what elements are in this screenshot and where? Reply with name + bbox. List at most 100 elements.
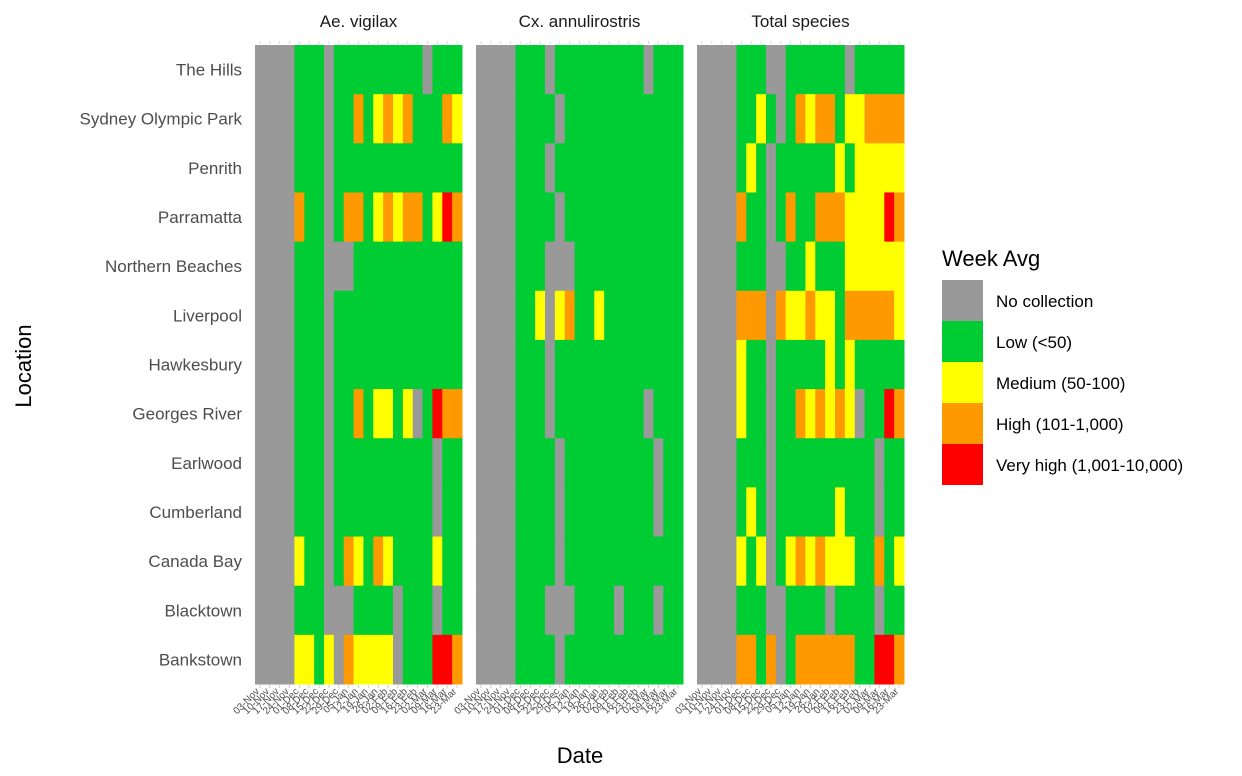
heatmap-cell	[775, 339, 787, 390]
heatmap-cell	[746, 389, 757, 439]
heatmap-cell	[854, 536, 866, 587]
heatmap-cell	[304, 487, 315, 538]
heatmap-cell	[756, 241, 767, 292]
heatmap-cell	[874, 438, 885, 488]
heatmap-cell	[604, 339, 615, 390]
heatmap-cell	[614, 634, 625, 685]
heatmap-cell	[716, 192, 728, 243]
heatmap-cell	[623, 143, 635, 193]
heatmap-cell	[756, 389, 767, 439]
heatmap-cell	[766, 94, 777, 144]
heatmap-cell	[623, 438, 635, 488]
x-axis-title: Date	[557, 743, 603, 768]
heatmap-cell	[412, 241, 424, 292]
heatmap-cell	[363, 290, 374, 341]
heatmap-cell	[663, 536, 674, 587]
heatmap-cell	[476, 45, 487, 95]
heatmap-cell	[894, 487, 905, 538]
heatmap-cell	[304, 290, 315, 341]
heatmap-cell	[584, 536, 595, 587]
heatmap-cell	[314, 536, 325, 587]
heatmap-cell	[726, 487, 737, 538]
heatmap-cell	[785, 45, 797, 95]
heatmap-cell	[343, 290, 355, 341]
heatmap-cell	[363, 438, 374, 488]
heatmap-cell	[835, 634, 846, 685]
heatmap-cell	[775, 45, 787, 95]
heatmap-cell	[864, 45, 875, 95]
heatmap-cell	[653, 339, 664, 390]
heatmap-cell	[795, 389, 806, 439]
heatmap-cell	[393, 634, 404, 685]
heatmap-cell	[505, 438, 516, 488]
heatmap-cell	[383, 45, 394, 95]
heatmap-cell	[545, 634, 556, 685]
heatmap-cell	[485, 438, 497, 488]
heatmap-cell	[726, 389, 737, 439]
heatmap-cell	[535, 585, 546, 636]
heatmap-cell	[844, 585, 856, 636]
heatmap-cell	[564, 241, 576, 292]
heatmap-cell	[673, 438, 684, 488]
heatmap-cell	[614, 290, 625, 341]
heatmap-cell	[815, 487, 826, 538]
heatmap-cell	[746, 487, 757, 538]
heatmap-cell	[333, 290, 345, 341]
heatmap-cell	[264, 290, 276, 341]
heatmap-cell	[564, 45, 576, 95]
heatmap-cell	[353, 389, 364, 439]
heatmap-cell	[766, 143, 777, 193]
heatmap-cell	[614, 585, 625, 636]
heatmap-cell	[294, 487, 305, 538]
heatmap-cell	[255, 45, 266, 95]
heatmap-cell	[304, 45, 315, 95]
heatmap-cell	[726, 241, 737, 292]
heatmap-cell	[343, 143, 355, 193]
heatmap-cell	[884, 389, 895, 439]
heatmap-cell	[412, 94, 424, 144]
heatmap-cell	[515, 389, 526, 439]
heatmap-cell	[574, 45, 585, 95]
heatmap-cell	[874, 536, 885, 587]
heatmap-cell	[854, 339, 866, 390]
heatmap-cell	[485, 241, 497, 292]
heatmap-cell	[775, 536, 787, 587]
heatmap-cell	[393, 389, 404, 439]
heatmap-cell	[643, 192, 654, 243]
heatmap-cell	[584, 45, 595, 95]
heatmap-cell	[736, 585, 747, 636]
heatmap-cell	[353, 94, 364, 144]
heatmap-cell	[304, 241, 315, 292]
heatmap-cell	[564, 389, 576, 439]
heatmap-cell	[284, 634, 295, 685]
heatmap-cell	[432, 290, 443, 341]
heatmap-cell	[795, 585, 806, 636]
heatmap-cell	[756, 339, 767, 390]
heatmap-cell	[255, 438, 266, 488]
heatmap-cell	[294, 536, 305, 587]
heatmap-cell	[402, 536, 414, 587]
heatmap-cell	[255, 487, 266, 538]
heatmap-cell	[815, 634, 826, 685]
heatmap-cell	[805, 634, 816, 685]
heatmap-cell	[324, 585, 335, 636]
heatmap-cell	[264, 143, 276, 193]
heatmap-cell	[264, 438, 276, 488]
heatmap-cell	[432, 389, 443, 439]
heatmap-cell	[884, 339, 895, 390]
heatmap-cell	[805, 585, 816, 636]
heatmap-cell	[476, 94, 487, 144]
heatmap-cell	[452, 339, 463, 390]
heatmap-cell	[353, 634, 364, 685]
heatmap-cell	[825, 487, 836, 538]
heatmap-cell	[756, 536, 767, 587]
heatmap-cell	[383, 143, 394, 193]
heatmap-cell	[835, 438, 846, 488]
heatmap-cell	[604, 45, 615, 95]
heatmap-cell	[564, 536, 576, 587]
heatmap-cell	[835, 339, 846, 390]
heatmap-cell	[844, 94, 856, 144]
heatmap-cell	[736, 94, 747, 144]
heatmap-cell	[476, 634, 487, 685]
heatmap-cell	[373, 192, 384, 243]
